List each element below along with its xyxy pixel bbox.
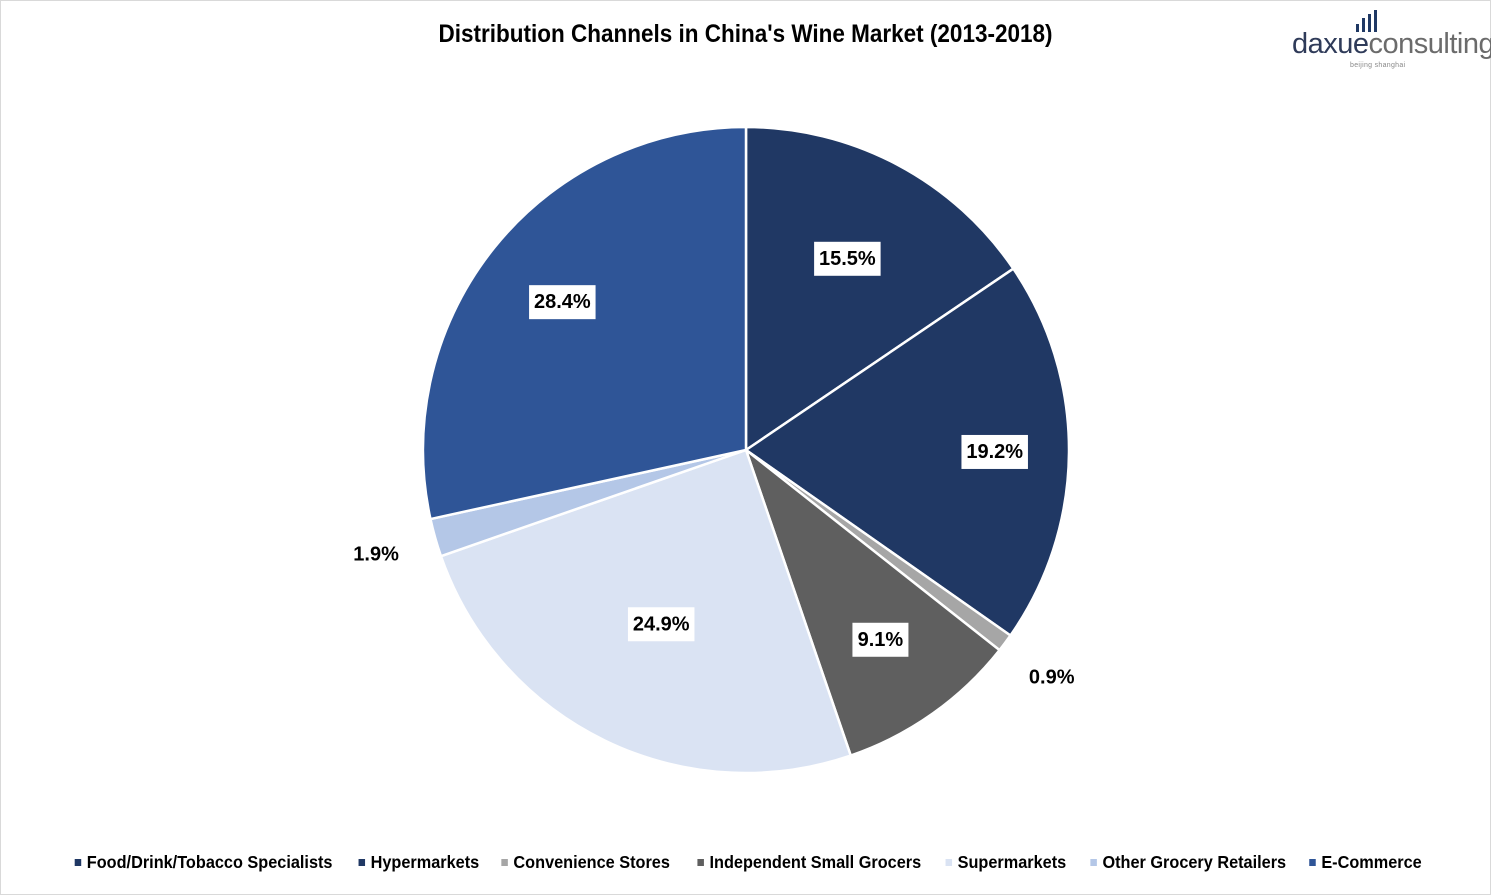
svg-text:1.9%: 1.9% (353, 543, 399, 565)
logo-part1: daxue (1292, 28, 1369, 60)
legend-item-food-drink-tobacco-specialists: Food/Drink/Tobacco Specialists (74, 852, 332, 873)
legend-item-e-commerce: E-Commerce (1309, 852, 1423, 873)
legend-swatch (945, 859, 953, 866)
pie-slice-food-drink-tobacco-specialists (744, 125, 1015, 452)
svg-text:9.1%: 9.1% (858, 629, 904, 651)
legend-swatch (74, 859, 81, 866)
legend-label: E-Commerce (1321, 852, 1423, 872)
svg-text:0.9%: 0.9% (1029, 667, 1075, 689)
pie-slice-independent-small-grocers (744, 448, 1001, 757)
legend-label: Convenience Stores (513, 852, 671, 872)
logo-bars-icon (1356, 10, 1396, 32)
legend-item-independent-small-grocers: Independent Small Grocers (697, 852, 921, 873)
data-label-independent-small-grocers: 9.1% (852, 622, 909, 657)
chart-title: Distribution Channels in China's Wine Ma… (438, 20, 1053, 48)
svg-text:24.9%: 24.9% (633, 613, 690, 635)
logo-wordmark: daxueconsulting (1292, 28, 1491, 61)
legend-swatch (1309, 859, 1317, 866)
legend-item-other-grocery-retailers: Other Grocery Retailers (1090, 852, 1286, 873)
svg-text:19.2%: 19.2% (966, 441, 1023, 463)
pie-slice-e-commerce (421, 125, 748, 521)
data-label-other-grocery-retailers: 1.9% (353, 543, 399, 565)
data-label-supermarkets: 24.9% (627, 607, 695, 642)
chart-legend: Food/Drink/Tobacco Specialists Hypermarke… (0, 852, 1491, 873)
logo-tagline: beijing shanghai (1350, 62, 1406, 69)
svg-text:15.5%: 15.5% (819, 248, 876, 270)
legend-item-supermarkets: Supermarkets (945, 852, 1067, 873)
legend-swatch (697, 859, 704, 866)
legend-label: Food/Drink/Tobacco Specialists (86, 852, 333, 872)
data-label-hypermarkets: 19.2% (961, 434, 1028, 469)
legend-item-hypermarkets: Hypermarkets (358, 852, 479, 873)
daxue-consulting-logo: daxueconsulting beijing shanghai (1292, 10, 1491, 70)
legend-label: Hypermarkets (370, 852, 479, 872)
data-label-food-drink-tobacco-specialists: 15.5% (814, 241, 881, 276)
logo-part2: consulting (1368, 28, 1491, 60)
legend-swatch (1090, 859, 1097, 866)
data-label-convenience-stores: 0.9% (1029, 667, 1075, 689)
svg-text:28.4%: 28.4% (534, 291, 591, 313)
legend-label: Supermarkets (957, 852, 1067, 872)
legend-swatch (358, 859, 365, 866)
pie-slice-hypermarkets (744, 267, 1071, 637)
data-label-e-commerce: 28.4% (529, 285, 596, 320)
legend-label: Independent Small Grocers (709, 852, 921, 872)
legend-item-convenience-stores: Convenience Stores (501, 852, 671, 873)
legend-label: Other Grocery Retailers (1102, 852, 1287, 872)
legend-swatch (501, 859, 509, 866)
